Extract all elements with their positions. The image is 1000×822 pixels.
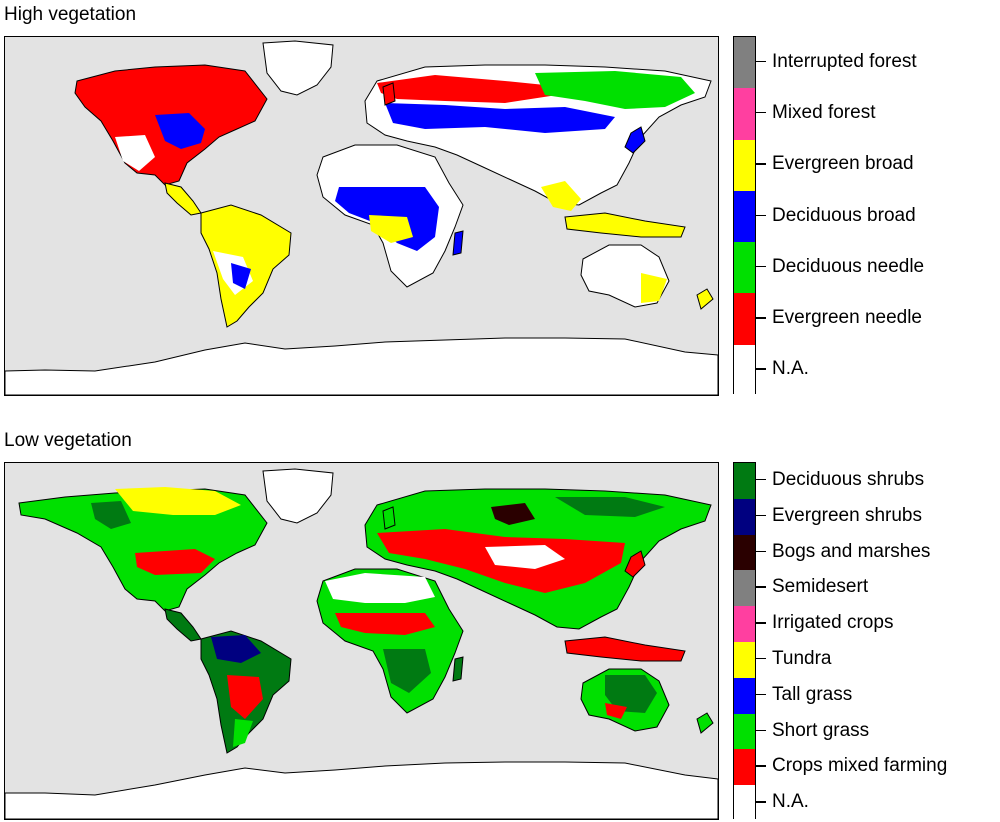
colorbar-swatch (734, 344, 755, 397)
eurasia-bogs (491, 503, 535, 525)
colorbar-swatch (734, 139, 755, 192)
indonesia (564, 212, 686, 238)
africa-evergreen (369, 215, 413, 243)
central-america (164, 608, 202, 642)
colorbar-swatch (734, 642, 755, 679)
colorbar-swatch (734, 190, 755, 243)
north-america-crops (135, 549, 215, 575)
legend-tick (756, 60, 766, 63)
south-america-evergreen-shrubs (211, 635, 261, 663)
south-america-blue (231, 263, 251, 289)
british-isles (382, 82, 396, 106)
north-america-shrubs (91, 501, 131, 529)
colorbar-swatch (734, 785, 755, 822)
legend-label: Deciduous shrubs (772, 468, 925, 490)
high-vegetation-title: High vegetation (4, 4, 137, 25)
australia-evergreen (641, 273, 667, 303)
low-vegetation-map-graphic (5, 468, 718, 819)
colorbar-swatch (734, 570, 755, 607)
sahara (325, 573, 435, 603)
high-vegetation-colorbar (733, 36, 756, 397)
new-zealand (696, 288, 714, 310)
legend-tick (756, 550, 766, 552)
legend-tick (756, 729, 766, 731)
legend-label: Bogs and marshes (772, 540, 931, 562)
colorbar-swatch (734, 463, 755, 500)
colorbar-swatch (734, 498, 755, 536)
legend-tick (756, 163, 766, 165)
legend-label: Mixed forest (772, 101, 876, 123)
legend-label: Evergreen needle (772, 307, 922, 329)
legend-tick (756, 317, 766, 319)
north-america-west (115, 135, 155, 171)
legend-label: N.A. (772, 358, 809, 380)
greenland (262, 40, 334, 96)
colorbar-swatch (734, 242, 755, 294)
legend-tick (756, 801, 766, 803)
legend-tick (756, 368, 766, 370)
colorbar-swatch (734, 713, 755, 750)
legend-tick (756, 478, 766, 481)
legend-tick (756, 265, 766, 268)
north-america-tundra (115, 487, 241, 515)
eurasia-deciduous-broad (385, 103, 615, 133)
eurasia-shrubs (555, 497, 665, 517)
central-asia-white (485, 545, 565, 569)
legend-label: Tundra (772, 647, 832, 669)
colorbar-swatch (734, 749, 755, 786)
colorbar-swatch (734, 88, 755, 141)
legend-tick (756, 111, 766, 114)
legend-tick (756, 622, 766, 624)
legend-label: Semidesert (772, 576, 869, 598)
africa-crops (335, 613, 435, 635)
high-vegetation-map-graphic (5, 40, 718, 395)
north-america-deciduous (155, 113, 205, 149)
low-vegetation-colorbar (733, 462, 756, 822)
low-vegetation-title: Low vegetation (4, 430, 132, 451)
south-america-crops (227, 675, 263, 719)
madagascar (452, 656, 464, 682)
greenland (262, 468, 334, 524)
southeast-asia (541, 181, 581, 211)
legend-tick (756, 693, 766, 696)
colorbar-swatch (734, 606, 755, 643)
legend-label: N.A. (772, 791, 809, 813)
legend-label: Evergreen shrubs (772, 504, 922, 526)
legend-label: Tall grass (772, 683, 853, 705)
eurasia-evergreen-needle (377, 75, 557, 103)
high-vegetation-map (4, 36, 719, 396)
antarctica (5, 761, 718, 819)
south-america-grass (233, 719, 253, 747)
antarctica (5, 337, 718, 395)
legend-tick (756, 765, 766, 767)
africa-shrubs (383, 649, 431, 693)
colorbar-swatch (734, 293, 755, 346)
legend-label: Deciduous broad (772, 204, 916, 226)
legend-tick (756, 657, 766, 660)
new-zealand (696, 712, 714, 734)
legend-label: Deciduous needle (772, 255, 925, 277)
japan (624, 126, 646, 154)
legend-label: Crops mixed farming (772, 755, 948, 777)
low-vegetation-map (4, 462, 719, 820)
australia-crops (605, 703, 627, 719)
australia-shrubs (605, 675, 657, 713)
legend-tick (756, 214, 766, 216)
colorbar-swatch (734, 677, 755, 715)
eurasia-deciduous-needle (535, 71, 695, 109)
colorbar-swatch (734, 534, 755, 571)
indonesia (564, 636, 686, 662)
central-america (164, 182, 202, 216)
legend-label: Short grass (772, 719, 870, 741)
legend-tick (756, 586, 766, 588)
legend-label: Evergreen broad (772, 153, 914, 175)
madagascar (452, 230, 464, 256)
japan (624, 550, 646, 578)
legend-tick (756, 514, 766, 517)
british-isles (382, 506, 396, 530)
legend-label: Interrupted forest (772, 50, 917, 72)
colorbar-swatch (734, 37, 755, 89)
legend-label: Irrigated crops (772, 612, 894, 634)
